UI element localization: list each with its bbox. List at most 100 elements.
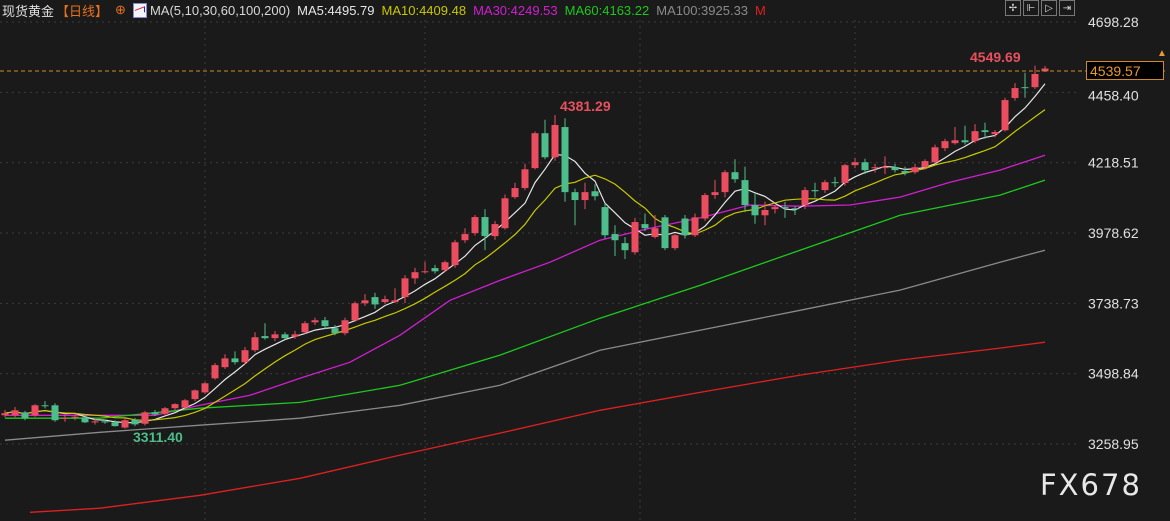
ma-more-toggle[interactable]: M [755,2,766,18]
candle-body [111,422,119,427]
ma200-line [29,341,1046,513]
candle-up [771,204,779,214]
y-tick-label: 3738.73 [1088,295,1139,311]
candle-body [51,405,59,421]
candle-body [651,228,659,237]
candle-body [721,172,729,193]
candle-body [881,166,889,169]
candle-body [411,272,419,279]
candle-body [821,182,829,191]
candle-down [961,125,969,145]
candle-body [911,167,919,173]
ma-params[interactable]: MA(5,10,30,60,100,200) [149,2,291,18]
candle-up [241,346,249,365]
play-forward-icon[interactable]: ▷ [1041,0,1057,16]
candle-up [631,217,639,255]
candle-up [881,156,889,174]
candle-body [171,404,179,409]
candle-down [231,351,239,365]
candle-down [791,206,799,216]
candle-up [581,182,589,210]
candle-up [61,414,69,422]
candle-down [601,203,609,239]
crosshair-icon[interactable]: ✢ [1005,0,1021,16]
candle-down [281,332,289,340]
candle-down [681,215,689,239]
candle-down [741,166,749,213]
candle-down [981,122,989,139]
candle-up [851,157,859,169]
candle-up [971,124,979,144]
candle-down [151,409,159,416]
candle-body [441,262,449,271]
candle-body [981,130,989,133]
candle-body [541,133,549,158]
candle-down [641,213,649,232]
zoom-range-icon[interactable]: ⊩ [1023,0,1039,16]
candle-up [531,131,539,170]
candle-body [891,167,899,171]
candle-body [81,417,89,423]
candle-down [431,264,439,274]
candle-up [411,267,419,284]
candle-body [571,192,579,201]
candle-body [361,300,369,304]
candle-up [921,159,929,170]
candle-body [291,334,299,337]
candle-down [331,324,339,336]
period-selector[interactable]: 【日线】 [56,3,109,19]
candle-down [831,176,839,188]
candle-body [1,413,9,416]
candle-down [321,317,329,330]
y-tick-label: 4218.51 [1088,155,1139,171]
candle-body [471,217,479,234]
candle-up [311,317,319,325]
candle-down [731,159,739,183]
candle-up [191,389,199,402]
candle-body [771,207,779,210]
candle-body [391,300,399,303]
candle-body [331,328,339,334]
candle-body [991,132,999,135]
candle-body [491,224,499,237]
candle-body [281,334,289,339]
candle-down [661,215,669,251]
candle-body [261,336,269,339]
candle-up [251,332,259,353]
candle-body [621,243,629,251]
candle-body [831,182,839,184]
candle-up [341,317,349,336]
candle-body [611,234,619,241]
candle-up [951,127,959,145]
candle-up [441,260,449,273]
indicator-chart-icon[interactable] [132,2,147,18]
candle-up [201,382,209,394]
candle-down [571,188,579,226]
candle-body [641,224,649,229]
candle-body [31,405,39,416]
candle-body [21,412,29,419]
candle-down [131,417,139,427]
candle-body [811,190,819,192]
circle-plus-icon[interactable]: ⊕ [115,2,126,17]
candle-body [871,167,879,169]
candle-body [741,180,749,206]
candle-down [41,401,49,409]
ma5-line [4,83,1046,424]
exit-icon[interactable]: ⇥ [1059,0,1075,16]
y-tick-label: 4698.28 [1088,14,1139,30]
y-tick-label: 3978.62 [1088,225,1139,241]
ma60-value: MA60:4163.22 [564,2,650,18]
candle-body [271,334,279,339]
candle-body [1041,68,1049,72]
candle-up [711,179,719,199]
chart-toolbar: ✢ ⊩ ▷ ⇥ [1005,0,1075,16]
candle-body [581,192,589,201]
candle-body [861,162,869,171]
candle-up [381,295,389,304]
candle-body [231,358,239,363]
candle-up [511,182,519,199]
candle-up [701,193,709,221]
candle-body [431,268,439,272]
